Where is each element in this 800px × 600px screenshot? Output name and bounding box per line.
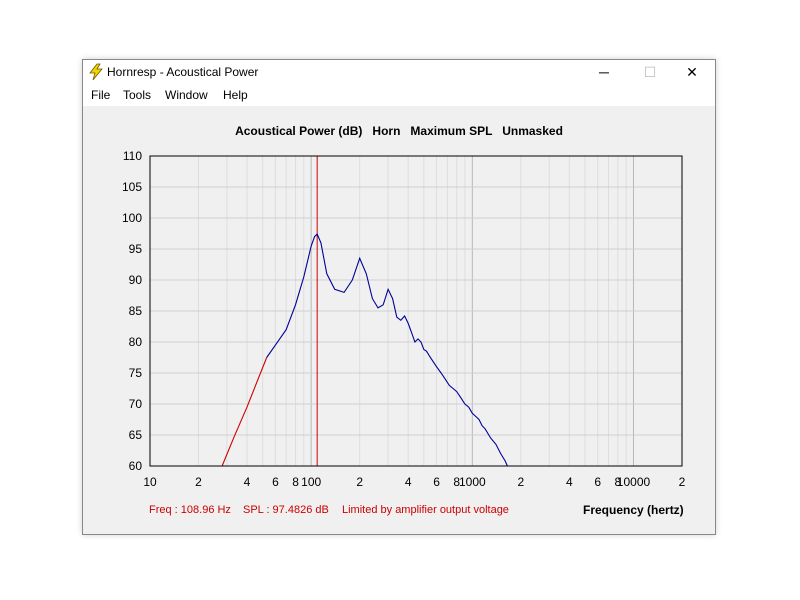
maximize-button[interactable]: ☐: [643, 64, 657, 80]
y-tick-label: 65: [129, 428, 143, 442]
x-tick-label: 4: [405, 475, 412, 489]
x-tick-label: 4: [244, 475, 251, 489]
x-tick-label: 8: [615, 475, 622, 489]
app-window: Hornresp - Acoustical Power ─ ☐ ✕ File T…: [82, 59, 716, 535]
title-bar[interactable]: Hornresp - Acoustical Power ─ ☐ ✕: [83, 60, 715, 86]
x-tick-label: 2: [195, 475, 202, 489]
status-frequency: Freq : 108.96 Hz: [149, 504, 231, 516]
y-tick-label: 105: [122, 180, 142, 194]
minimize-button[interactable]: ─: [599, 64, 609, 80]
grid-lines: [150, 156, 682, 466]
x-tick-label: 10: [143, 475, 157, 489]
status-spl: SPL : 97.4826 dB: [243, 504, 329, 516]
x-tick-label: 2: [679, 475, 686, 489]
close-button[interactable]: ✕: [686, 64, 698, 80]
menu-help[interactable]: Help: [223, 88, 248, 102]
x-tick-label: 2: [356, 475, 363, 489]
x-tick-label: 8: [292, 475, 299, 489]
status-limit-note: Limited by amplifier output voltage: [342, 504, 509, 516]
x-axis-label: Frequency (hertz): [583, 503, 684, 517]
menu-tools[interactable]: Tools: [123, 88, 152, 102]
limited-power-trace: [221, 357, 268, 467]
plot-frame: [149, 155, 683, 467]
y-tick-label: 95: [129, 242, 143, 256]
x-tick-label: 6: [433, 475, 440, 489]
series-layer: [221, 233, 508, 467]
window-title: Hornresp - Acoustical Power: [107, 65, 259, 79]
y-tick-label: 100: [122, 211, 142, 225]
y-tick-label: 75: [129, 366, 143, 380]
y-tick-label: 85: [129, 304, 143, 318]
x-tick-label: 8: [453, 475, 460, 489]
lightning-icon: [89, 63, 103, 81]
y-tick-label: 80: [129, 335, 143, 349]
x-tick-label: 10000: [617, 475, 651, 489]
menu-bar: File Tools Window Help: [83, 86, 715, 106]
x-tick-label: 1000: [459, 475, 486, 489]
menu-file[interactable]: File: [91, 88, 111, 102]
x-tick-label: 4: [566, 475, 573, 489]
x-tick-label: 6: [272, 475, 279, 489]
y-tick-labels: 110 105 100 95 90 85 80 75 70 65 60: [122, 149, 142, 473]
chart-title: Acoustical Power (dB) Horn Maximum SPL U…: [235, 124, 563, 138]
y-tick-label: 70: [129, 397, 143, 411]
x-tick-label: 100: [301, 475, 321, 489]
x-tick-label: 6: [594, 475, 601, 489]
y-tick-label: 90: [129, 273, 143, 287]
power-trace: [266, 233, 508, 467]
menu-window[interactable]: Window: [165, 88, 208, 102]
x-tick-label: 2: [517, 475, 524, 489]
y-tick-label: 60: [129, 459, 143, 473]
y-tick-label: 110: [123, 149, 142, 163]
